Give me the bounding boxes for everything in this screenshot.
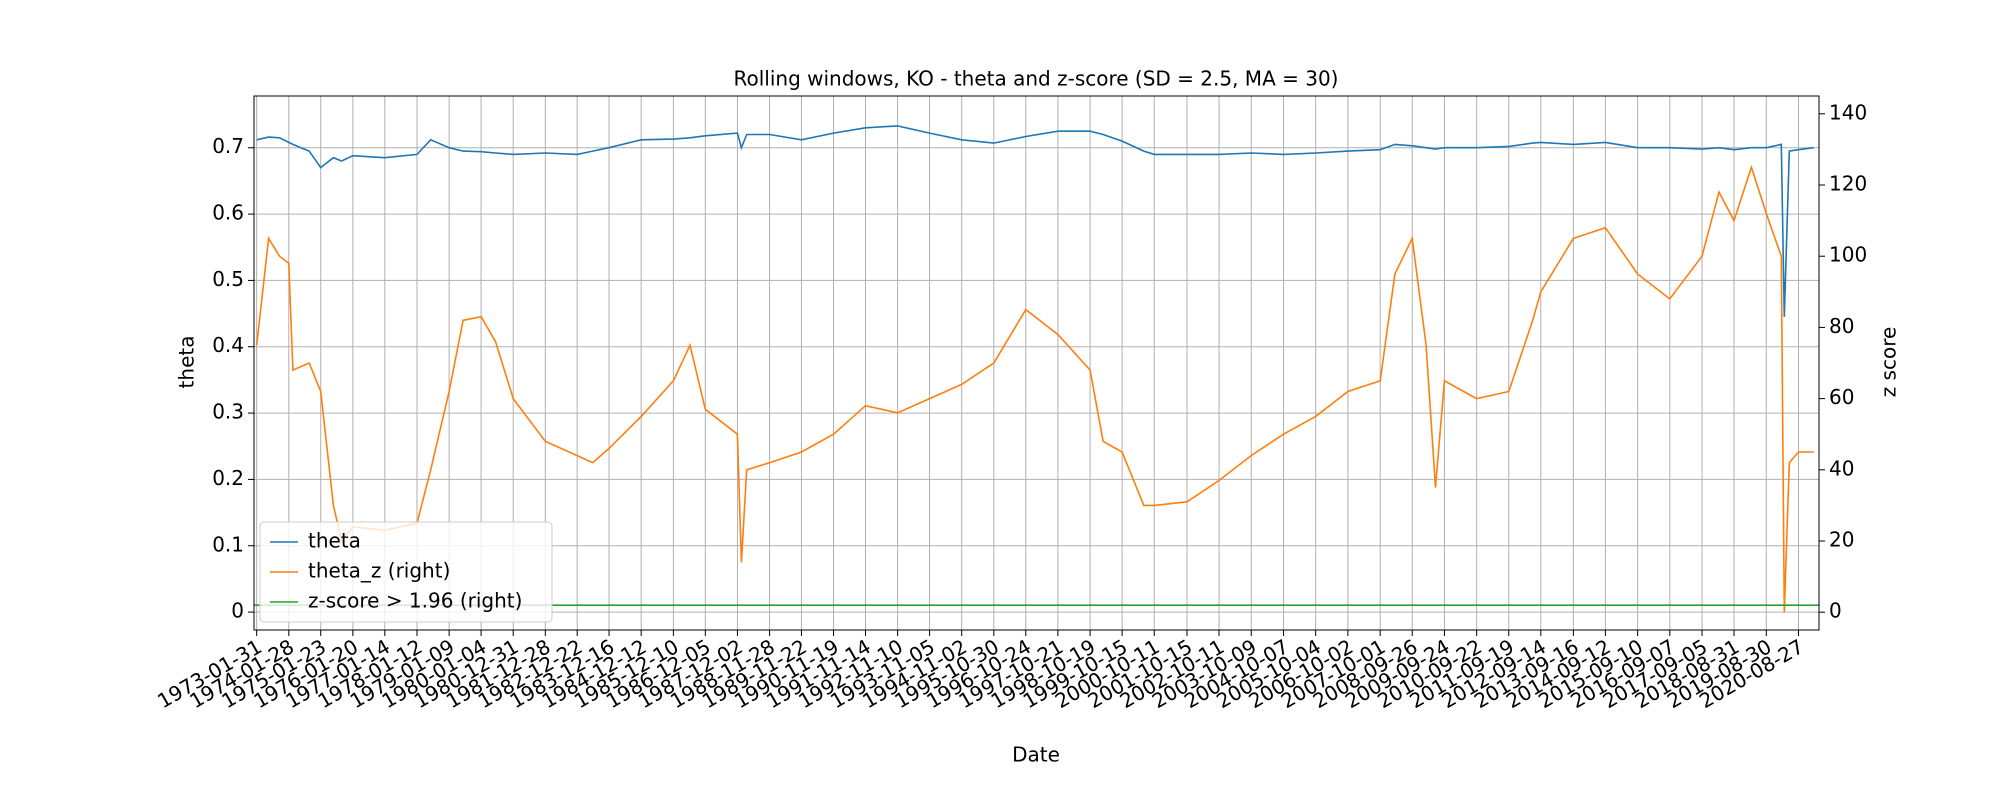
y-tick-label: 0 [231,599,244,623]
y2-tick-label: 0 [1829,599,1842,623]
y2-tick-label: 80 [1829,314,1854,338]
y-tick-label: 0.2 [212,466,244,490]
y-axis-label: theta [175,336,199,389]
y-tick-label: 0.4 [212,333,244,357]
y2-tick-label: 40 [1829,456,1854,480]
legend-label: theta [308,529,361,553]
y-tick-label: 0.1 [212,532,244,556]
chart-title: Rolling windows, KO - theta and z-score … [734,67,1339,91]
legend-label: theta_z (right) [308,559,450,583]
series-line [255,164,1814,613]
y2-tick-label: 20 [1829,528,1854,552]
legend-label: z-score > 1.96 (right) [308,589,522,613]
y-tick-label: 0.5 [212,267,244,291]
y2-tick-label: 60 [1829,385,1854,409]
y-tick-label: 0.7 [212,134,244,158]
x-axis-label: Date [1012,743,1060,767]
plot-frame [253,95,1820,631]
y2-tick-label: 100 [1829,243,1867,267]
series-line [256,125,1814,317]
y-tick-label: 0.3 [212,400,244,424]
y2-tick-label: 120 [1829,172,1867,196]
y-tick-label: 0.6 [212,201,244,225]
legend-box [259,521,553,623]
y2-tick-label: 140 [1829,100,1867,124]
y2-axis-label: z score [1877,327,1901,398]
